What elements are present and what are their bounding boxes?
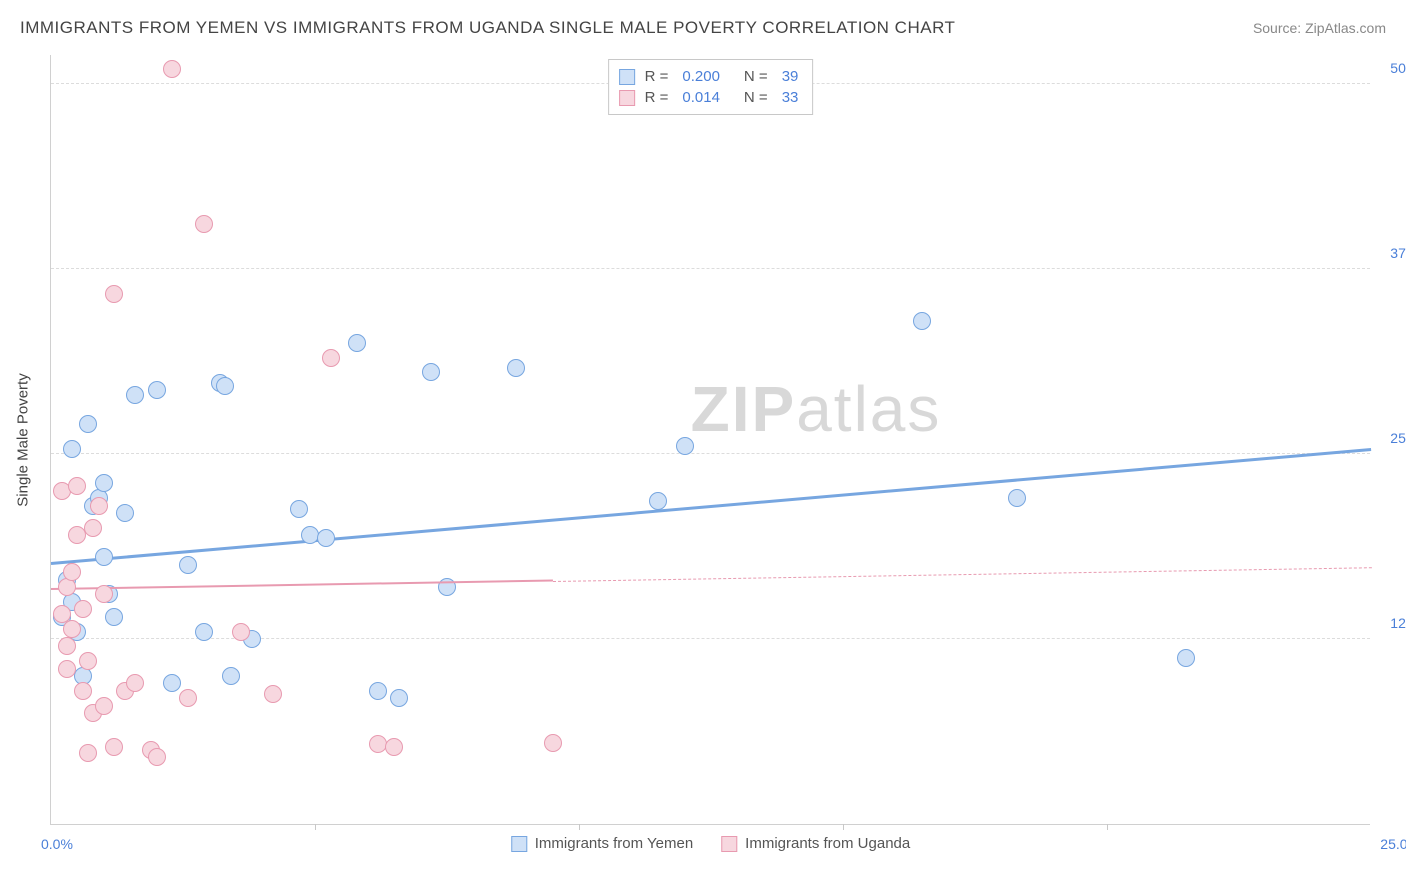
uganda-point: [58, 660, 76, 678]
yemen-point: [649, 492, 667, 510]
uganda-point: [74, 600, 92, 618]
stats-legend: R = 0.200 N = 39 R = 0.014 N = 33: [608, 59, 814, 115]
x-tick: [579, 824, 580, 830]
yemen-point: [116, 504, 134, 522]
stats-row-uganda: R = 0.014 N = 33: [619, 87, 799, 108]
legend-label: Immigrants from Uganda: [745, 835, 910, 852]
x-axis-end-label: 25.0%: [1380, 836, 1406, 852]
uganda-point: [68, 477, 86, 495]
yemen-point: [1177, 649, 1195, 667]
y-axis-label: Single Male Poverty: [15, 373, 32, 506]
r-label: R =: [645, 68, 669, 85]
uganda-point: [95, 585, 113, 603]
yemen-point: [179, 556, 197, 574]
yemen-point: [163, 674, 181, 692]
uganda-trendline-extrapolated: [553, 567, 1371, 582]
uganda-point: [58, 637, 76, 655]
yemen-point: [676, 437, 694, 455]
uganda-point: [179, 689, 197, 707]
uganda-point: [544, 734, 562, 752]
uganda-swatch-icon: [721, 836, 737, 852]
series-legend: Immigrants from Yemen Immigrants from Uga…: [511, 835, 910, 852]
uganda-point: [63, 563, 81, 581]
yemen-point: [95, 474, 113, 492]
yemen-point: [95, 548, 113, 566]
r-label: R =: [645, 89, 669, 106]
n-label: N =: [744, 89, 768, 106]
x-tick: [843, 824, 844, 830]
yemen-point: [348, 334, 366, 352]
y-tick-label: 12.5%: [1375, 615, 1406, 631]
y-tick-label: 37.5%: [1375, 245, 1406, 261]
uganda-point: [63, 620, 81, 638]
uganda-point: [126, 674, 144, 692]
yemen-point: [126, 386, 144, 404]
yemen-point: [195, 623, 213, 641]
uganda-point: [105, 285, 123, 303]
y-tick-label: 50.0%: [1375, 60, 1406, 76]
uganda-point: [232, 623, 250, 641]
yemen-point: [290, 500, 308, 518]
uganda-point: [163, 60, 181, 78]
uganda-point: [90, 497, 108, 515]
yemen-point: [216, 377, 234, 395]
yemen-point: [369, 682, 387, 700]
uganda-point: [385, 738, 403, 756]
uganda-trendline: [51, 580, 553, 590]
uganda-point: [74, 682, 92, 700]
uganda-point: [105, 738, 123, 756]
yemen-point: [222, 667, 240, 685]
yemen-point: [422, 363, 440, 381]
yemen-point: [79, 415, 97, 433]
yemen-swatch-icon: [511, 836, 527, 852]
n-value: 39: [782, 68, 799, 85]
yemen-point: [63, 440, 81, 458]
uganda-point: [84, 519, 102, 537]
yemen-point: [105, 608, 123, 626]
uganda-point: [195, 215, 213, 233]
legend-item-yemen: Immigrants from Yemen: [511, 835, 693, 852]
yemen-point: [913, 312, 931, 330]
page-title: IMMIGRANTS FROM YEMEN VS IMMIGRANTS FROM…: [20, 18, 955, 38]
n-value: 33: [782, 89, 799, 106]
yemen-point: [390, 689, 408, 707]
yemen-trendline: [51, 448, 1371, 565]
yemen-point: [507, 359, 525, 377]
stats-row-yemen: R = 0.200 N = 39: [619, 66, 799, 87]
uganda-point: [148, 748, 166, 766]
uganda-point: [264, 685, 282, 703]
r-value: 0.014: [682, 89, 720, 106]
uganda-point: [79, 744, 97, 762]
x-tick: [315, 824, 316, 830]
y-tick-label: 25.0%: [1375, 430, 1406, 446]
x-tick: [1107, 824, 1108, 830]
yemen-swatch-icon: [619, 69, 635, 85]
yemen-point: [317, 529, 335, 547]
gridline: [51, 453, 1370, 454]
n-label: N =: [744, 68, 768, 85]
legend-item-uganda: Immigrants from Uganda: [721, 835, 910, 852]
uganda-swatch-icon: [619, 90, 635, 106]
r-value: 0.200: [682, 68, 720, 85]
correlation-chart: Single Male Poverty ZIPatlas 12.5%25.0%3…: [50, 55, 1370, 825]
yemen-point: [148, 381, 166, 399]
x-axis-start-label: 0.0%: [41, 836, 73, 852]
yemen-point: [1008, 489, 1026, 507]
uganda-point: [322, 349, 340, 367]
uganda-point: [95, 697, 113, 715]
gridline: [51, 268, 1370, 269]
legend-label: Immigrants from Yemen: [535, 835, 693, 852]
uganda-point: [79, 652, 97, 670]
source-attribution: Source: ZipAtlas.com: [1253, 20, 1386, 36]
